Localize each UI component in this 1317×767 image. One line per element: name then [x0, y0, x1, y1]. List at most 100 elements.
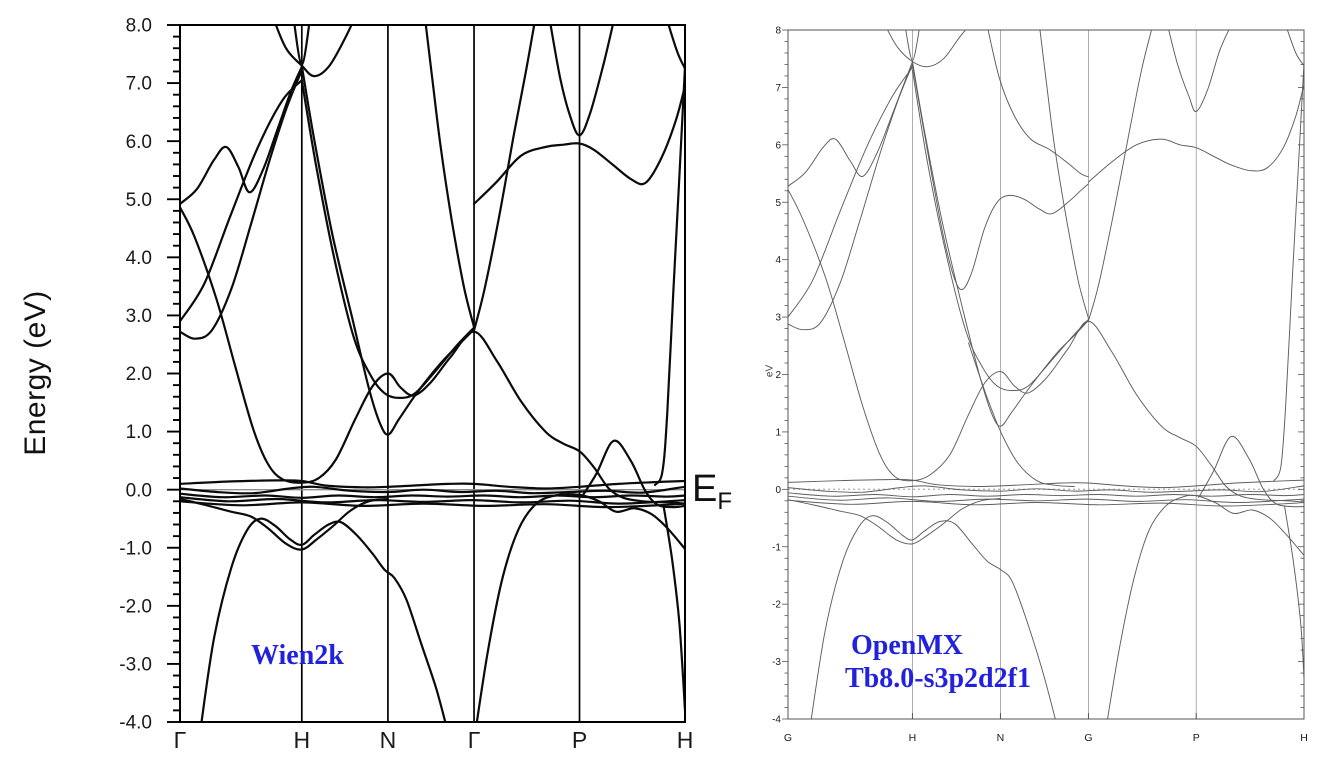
band-curve-4f-flat-2: [180, 485, 685, 495]
y-tick-label: 0: [775, 485, 781, 496]
x-tick-label: N: [997, 732, 1005, 744]
annotation-wien2k: Wien2k: [251, 640, 344, 671]
band-curve-gamma-2.9-band-a: [788, 63, 913, 331]
band-curve-H-N-descent-b: [912, 69, 1089, 392]
x-tick-label: N: [380, 727, 397, 753]
band-curve-4f-flat-1: [788, 479, 1304, 489]
y-tick-label: 4.0: [126, 248, 152, 269]
annotation-openmx: OpenMX: [851, 630, 963, 661]
fermi-level-label: EF: [692, 468, 732, 516]
y-tick-label: 2.0: [126, 364, 152, 385]
y-tick-label: -2: [772, 600, 781, 611]
band-curve-gamma-upper-hump: [788, 61, 913, 187]
y-tick-label: -4.0: [119, 713, 152, 734]
band-curve-valence-right-rise: [1107, 494, 1304, 719]
band-curve-valence-steep-left: [810, 515, 1056, 719]
band-curve-4f-flat-4: [788, 495, 1304, 503]
y-tick-label: 6: [775, 140, 781, 151]
y-axis-title-right: eV: [764, 364, 776, 378]
y-axis-title-left: Energy (eV): [19, 290, 52, 456]
y-tick-label: 6.0: [126, 132, 152, 153]
band-curve-valence-steep-left: [200, 517, 447, 722]
band-curve-P-bump-2: [580, 439, 685, 509]
band-curve-4f-flat-5: [180, 500, 685, 509]
band-group-openmx: [788, 30, 1304, 719]
band-curve-H2-corner-dive: [1284, 506, 1304, 680]
band-curve-4f-flat-4: [180, 496, 685, 505]
band-curve-gamma-steep-descent-long: [180, 206, 685, 505]
band-curve-N-upper-band: [987, 30, 1089, 178]
band-curve-P-valley: [1168, 30, 1230, 112]
band-curve-H-top-wing: [887, 30, 967, 68]
y-tick-label: 3: [775, 313, 781, 324]
y-tick-label: -1: [772, 542, 781, 553]
annotation-openmx-basis: Tb8.0-s3p2d2f1: [845, 663, 1031, 694]
y-tick-label: 1.0: [126, 422, 152, 443]
x-tick-label: G: [784, 732, 792, 744]
band-curve-gamma-2.7-band: [180, 69, 303, 340]
band-curve-N-steep-flatten: [968, 342, 1075, 487]
fermi-label-subscript: F: [717, 488, 733, 515]
band-curve-gamma-3.0-band-b: [788, 66, 913, 318]
band-curve-4f-flat-1: [180, 479, 685, 490]
band-curve-P-valley: [549, 25, 614, 137]
y-tick-label: -4: [772, 715, 781, 726]
band-curve-H2-edge-steep: [653, 65, 685, 487]
y-tick-label: -3: [772, 657, 781, 668]
band-curve-G2-up-right: [472, 25, 536, 332]
band-curve-gamma-steep-descent-long: [788, 189, 1304, 503]
x-tick-label: H: [677, 727, 694, 753]
plot-frame-openmx: [787, 29, 1305, 720]
band-curve-P-wavy: [472, 84, 685, 205]
band-curve-H-top-x: [293, 25, 311, 66]
band-curve-G2-up-left: [424, 25, 476, 329]
band-curve-G2-up-left: [1039, 30, 1089, 319]
x-tick-label: H: [1300, 732, 1308, 744]
band-curve-gamma-upper-hump: [180, 65, 303, 205]
band-curve-4f-flat-3: [788, 492, 1304, 498]
band-curve-H-N-descent-a: [912, 61, 1089, 427]
band-group-wien2k: [180, 25, 685, 722]
band-curve-G2-up-right: [1087, 30, 1152, 322]
y-tick-label: 7.0: [126, 74, 152, 95]
x-tick-label: H: [293, 727, 310, 753]
band-curve-gamma-2.9-band: [180, 79, 303, 323]
y-tick-label: 4: [775, 255, 781, 266]
y-tick-label: 5: [775, 198, 781, 209]
y-tick-label: 7: [775, 83, 781, 94]
y-tick-label: 8: [775, 26, 781, 37]
x-tick-label: G: [1084, 732, 1092, 744]
band-curve-H2-top-x: [1286, 30, 1304, 67]
x-tick-label: P: [1193, 732, 1200, 744]
band-curve-P-bump-2: [1198, 435, 1304, 508]
band-curve-valence-right-rise: [475, 493, 685, 722]
y-tick-label: 3.0: [126, 306, 152, 327]
fermi-label-base: E: [692, 468, 718, 510]
band-curve-H2-edge-steep: [1272, 62, 1304, 482]
band-curve-H-top-x: [905, 30, 920, 61]
band-curve-valence-H-dip-companion: [180, 497, 389, 551]
y-tick-label: 8.0: [126, 16, 152, 37]
band-curve-H-top-wing: [274, 25, 353, 78]
band-curve-mid-HN-valley: [912, 63, 1089, 291]
y-tick-label: -2.0: [119, 596, 152, 617]
band-curve-P-wavy: [1087, 84, 1304, 183]
y-tick-label: 5.0: [126, 190, 152, 211]
band-curve-4f-flat-3: [180, 492, 685, 499]
y-tick-label: 1: [775, 427, 781, 438]
band-curve-4f-flat-5: [788, 499, 1304, 507]
x-tick-label: Γ: [174, 727, 187, 753]
x-tick-label: Γ: [468, 727, 481, 753]
y-tick-label: -1.0: [119, 538, 152, 559]
y-tick-label: 2: [775, 370, 781, 381]
x-tick-label: H: [909, 732, 917, 744]
band-curve-valence-H-dip-companion: [788, 498, 1001, 545]
band-curve-4f-flat-2: [788, 485, 1304, 493]
band-curve-H2-top-x: [667, 25, 685, 70]
x-tick-label: P: [572, 727, 587, 753]
band-curve-H2-corner-dive: [662, 504, 685, 712]
y-tick-label: -3.0: [119, 655, 152, 676]
y-tick-label: 0.0: [126, 480, 152, 501]
